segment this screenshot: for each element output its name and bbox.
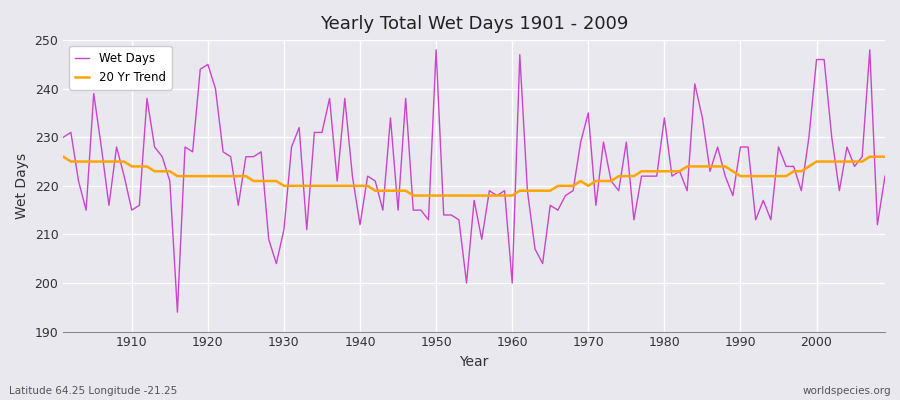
Wet Days (613, 188, 624, 193)
Wet Days (879, 174, 890, 178)
Wet Days (172, 310, 183, 314)
20 Yr Trend (286, 184, 297, 188)
Title: Yearly Total Wet Days 1901 - 2009: Yearly Total Wet Days 1901 - 2009 (320, 15, 628, 33)
Wet Days (293, 125, 304, 130)
20 Yr Trend (408, 193, 418, 198)
Line: Wet Days: Wet Days (63, 50, 885, 312)
20 Yr Trend (332, 184, 343, 188)
Wet Days (58, 135, 68, 140)
20 Yr Trend (58, 154, 68, 159)
20 Yr Trend (879, 154, 890, 159)
20 Yr Trend (507, 193, 517, 198)
20 Yr Trend (515, 188, 526, 193)
Wet Days (339, 96, 350, 101)
20 Yr Trend (119, 159, 130, 164)
X-axis label: Year: Year (460, 355, 489, 369)
Text: Latitude 64.25 Longitude -21.25: Latitude 64.25 Longitude -21.25 (9, 386, 177, 396)
Text: worldspecies.org: worldspecies.org (803, 386, 891, 396)
Legend: Wet Days, 20 Yr Trend: Wet Days, 20 Yr Trend (69, 46, 172, 90)
Wet Days (522, 188, 533, 193)
Wet Days (119, 174, 130, 178)
Wet Days (431, 48, 442, 52)
Wet Days (515, 52, 526, 57)
Y-axis label: Wet Days: Wet Days (15, 153, 29, 219)
20 Yr Trend (606, 178, 616, 183)
Line: 20 Yr Trend: 20 Yr Trend (63, 157, 885, 196)
